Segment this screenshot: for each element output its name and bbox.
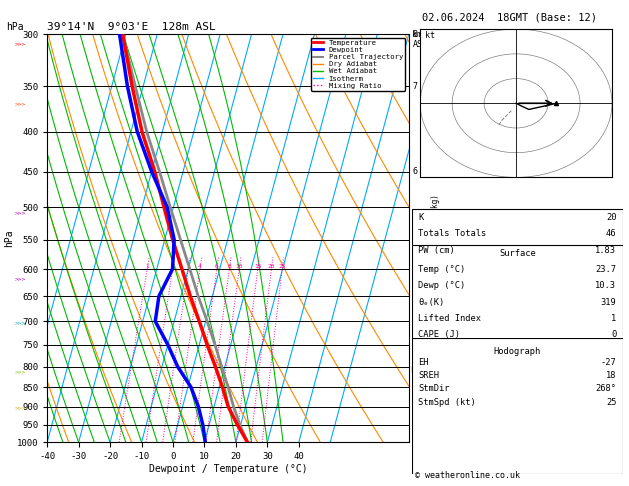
Text: Temp (°C): Temp (°C) [418, 265, 465, 274]
Text: 0: 0 [611, 444, 616, 453]
Text: 8: 8 [228, 264, 231, 269]
Text: >>>: >>> [14, 103, 25, 107]
Text: 23.7: 23.7 [596, 265, 616, 274]
Text: >>>: >>> [14, 370, 25, 375]
Text: Dewp (°C): Dewp (°C) [418, 281, 465, 290]
Text: CIN (J): CIN (J) [418, 444, 455, 453]
Text: km
ASL: km ASL [413, 30, 428, 50]
Bar [412, 359, 623, 457]
Text: 10.3: 10.3 [596, 281, 616, 290]
Text: 1: 1 [611, 314, 616, 323]
Legend: Temperature, Dewpoint, Parcel Trajectory, Dry Adiabat, Wet Adiabat, Isotherm, Mi: Temperature, Dewpoint, Parcel Trajectory… [311, 37, 405, 91]
Text: StmDir: StmDir [418, 384, 450, 394]
Text: K: K [418, 213, 423, 222]
Text: 20: 20 [268, 264, 275, 269]
Text: 2: 2 [170, 264, 174, 269]
Text: © weatheronline.co.uk: © weatheronline.co.uk [415, 471, 520, 480]
Text: 4: 4 [198, 264, 202, 269]
Text: 6: 6 [413, 167, 418, 176]
Text: 0: 0 [611, 330, 616, 339]
Text: 1000: 1000 [596, 379, 616, 388]
Text: 5: 5 [413, 235, 418, 244]
Text: >>>: >>> [14, 406, 25, 411]
Text: SREH: SREH [418, 371, 439, 380]
Text: 8: 8 [413, 30, 418, 38]
Text: 25: 25 [606, 398, 616, 407]
Text: StmSpd (kt): StmSpd (kt) [418, 398, 476, 407]
Text: θₑ(K): θₑ(K) [418, 297, 445, 307]
Text: 2: 2 [413, 362, 418, 371]
Text: 39°14'N  9°03'E  128m ASL: 39°14'N 9°03'E 128m ASL [47, 22, 216, 32]
Text: 1: 1 [413, 420, 418, 429]
Text: LCL: LCL [410, 366, 425, 375]
Text: Mixing Ratio (g/kg): Mixing Ratio (g/kg) [431, 194, 440, 282]
Text: >>>: >>> [14, 211, 25, 216]
Text: 20: 20 [606, 213, 616, 222]
Text: Surface: Surface [499, 249, 536, 258]
Text: 6: 6 [215, 264, 219, 269]
Y-axis label: hPa: hPa [4, 229, 14, 247]
Text: 3: 3 [413, 317, 418, 326]
Text: Hodograph: Hodograph [494, 347, 541, 356]
Text: Totals Totals: Totals Totals [418, 229, 487, 239]
Text: >>>: >>> [14, 321, 25, 326]
Text: CIN (J): CIN (J) [418, 347, 455, 356]
Text: Pressure (mb): Pressure (mb) [418, 379, 487, 388]
Text: 319: 319 [601, 396, 616, 404]
Text: hPa: hPa [6, 22, 24, 32]
Bar [412, 245, 623, 359]
Text: 319: 319 [601, 297, 616, 307]
Text: EH: EH [418, 358, 429, 366]
Text: >>>: >>> [14, 43, 25, 48]
Text: 1: 1 [145, 264, 149, 269]
Text: CAPE (J): CAPE (J) [418, 428, 460, 437]
Text: >>>: >>> [14, 278, 25, 283]
Text: 02.06.2024  18GMT (Base: 12): 02.06.2024 18GMT (Base: 12) [422, 12, 597, 22]
Text: Lifted Index: Lifted Index [418, 412, 481, 421]
Text: θₑ (K): θₑ (K) [418, 396, 450, 404]
Text: 0: 0 [611, 428, 616, 437]
Text: 25: 25 [279, 264, 286, 269]
Text: PW (cm): PW (cm) [418, 246, 455, 255]
Text: CAPE (J): CAPE (J) [418, 330, 460, 339]
Text: 1.83: 1.83 [596, 246, 616, 255]
Text: 1: 1 [611, 412, 616, 421]
Text: kt: kt [425, 31, 435, 40]
Text: 15: 15 [254, 264, 262, 269]
Text: 3: 3 [187, 264, 191, 269]
Text: -27: -27 [601, 358, 616, 366]
Text: 46: 46 [606, 229, 616, 239]
Text: 7: 7 [413, 82, 418, 91]
Bar [412, 209, 623, 259]
Text: 268°: 268° [596, 384, 616, 394]
Text: 10: 10 [235, 264, 243, 269]
Text: 0: 0 [611, 347, 616, 356]
Text: Most Unstable: Most Unstable [483, 363, 552, 372]
X-axis label: Dewpoint / Temperature (°C): Dewpoint / Temperature (°C) [148, 464, 308, 474]
Text: Lifted Index: Lifted Index [418, 314, 481, 323]
Text: 18: 18 [606, 371, 616, 380]
